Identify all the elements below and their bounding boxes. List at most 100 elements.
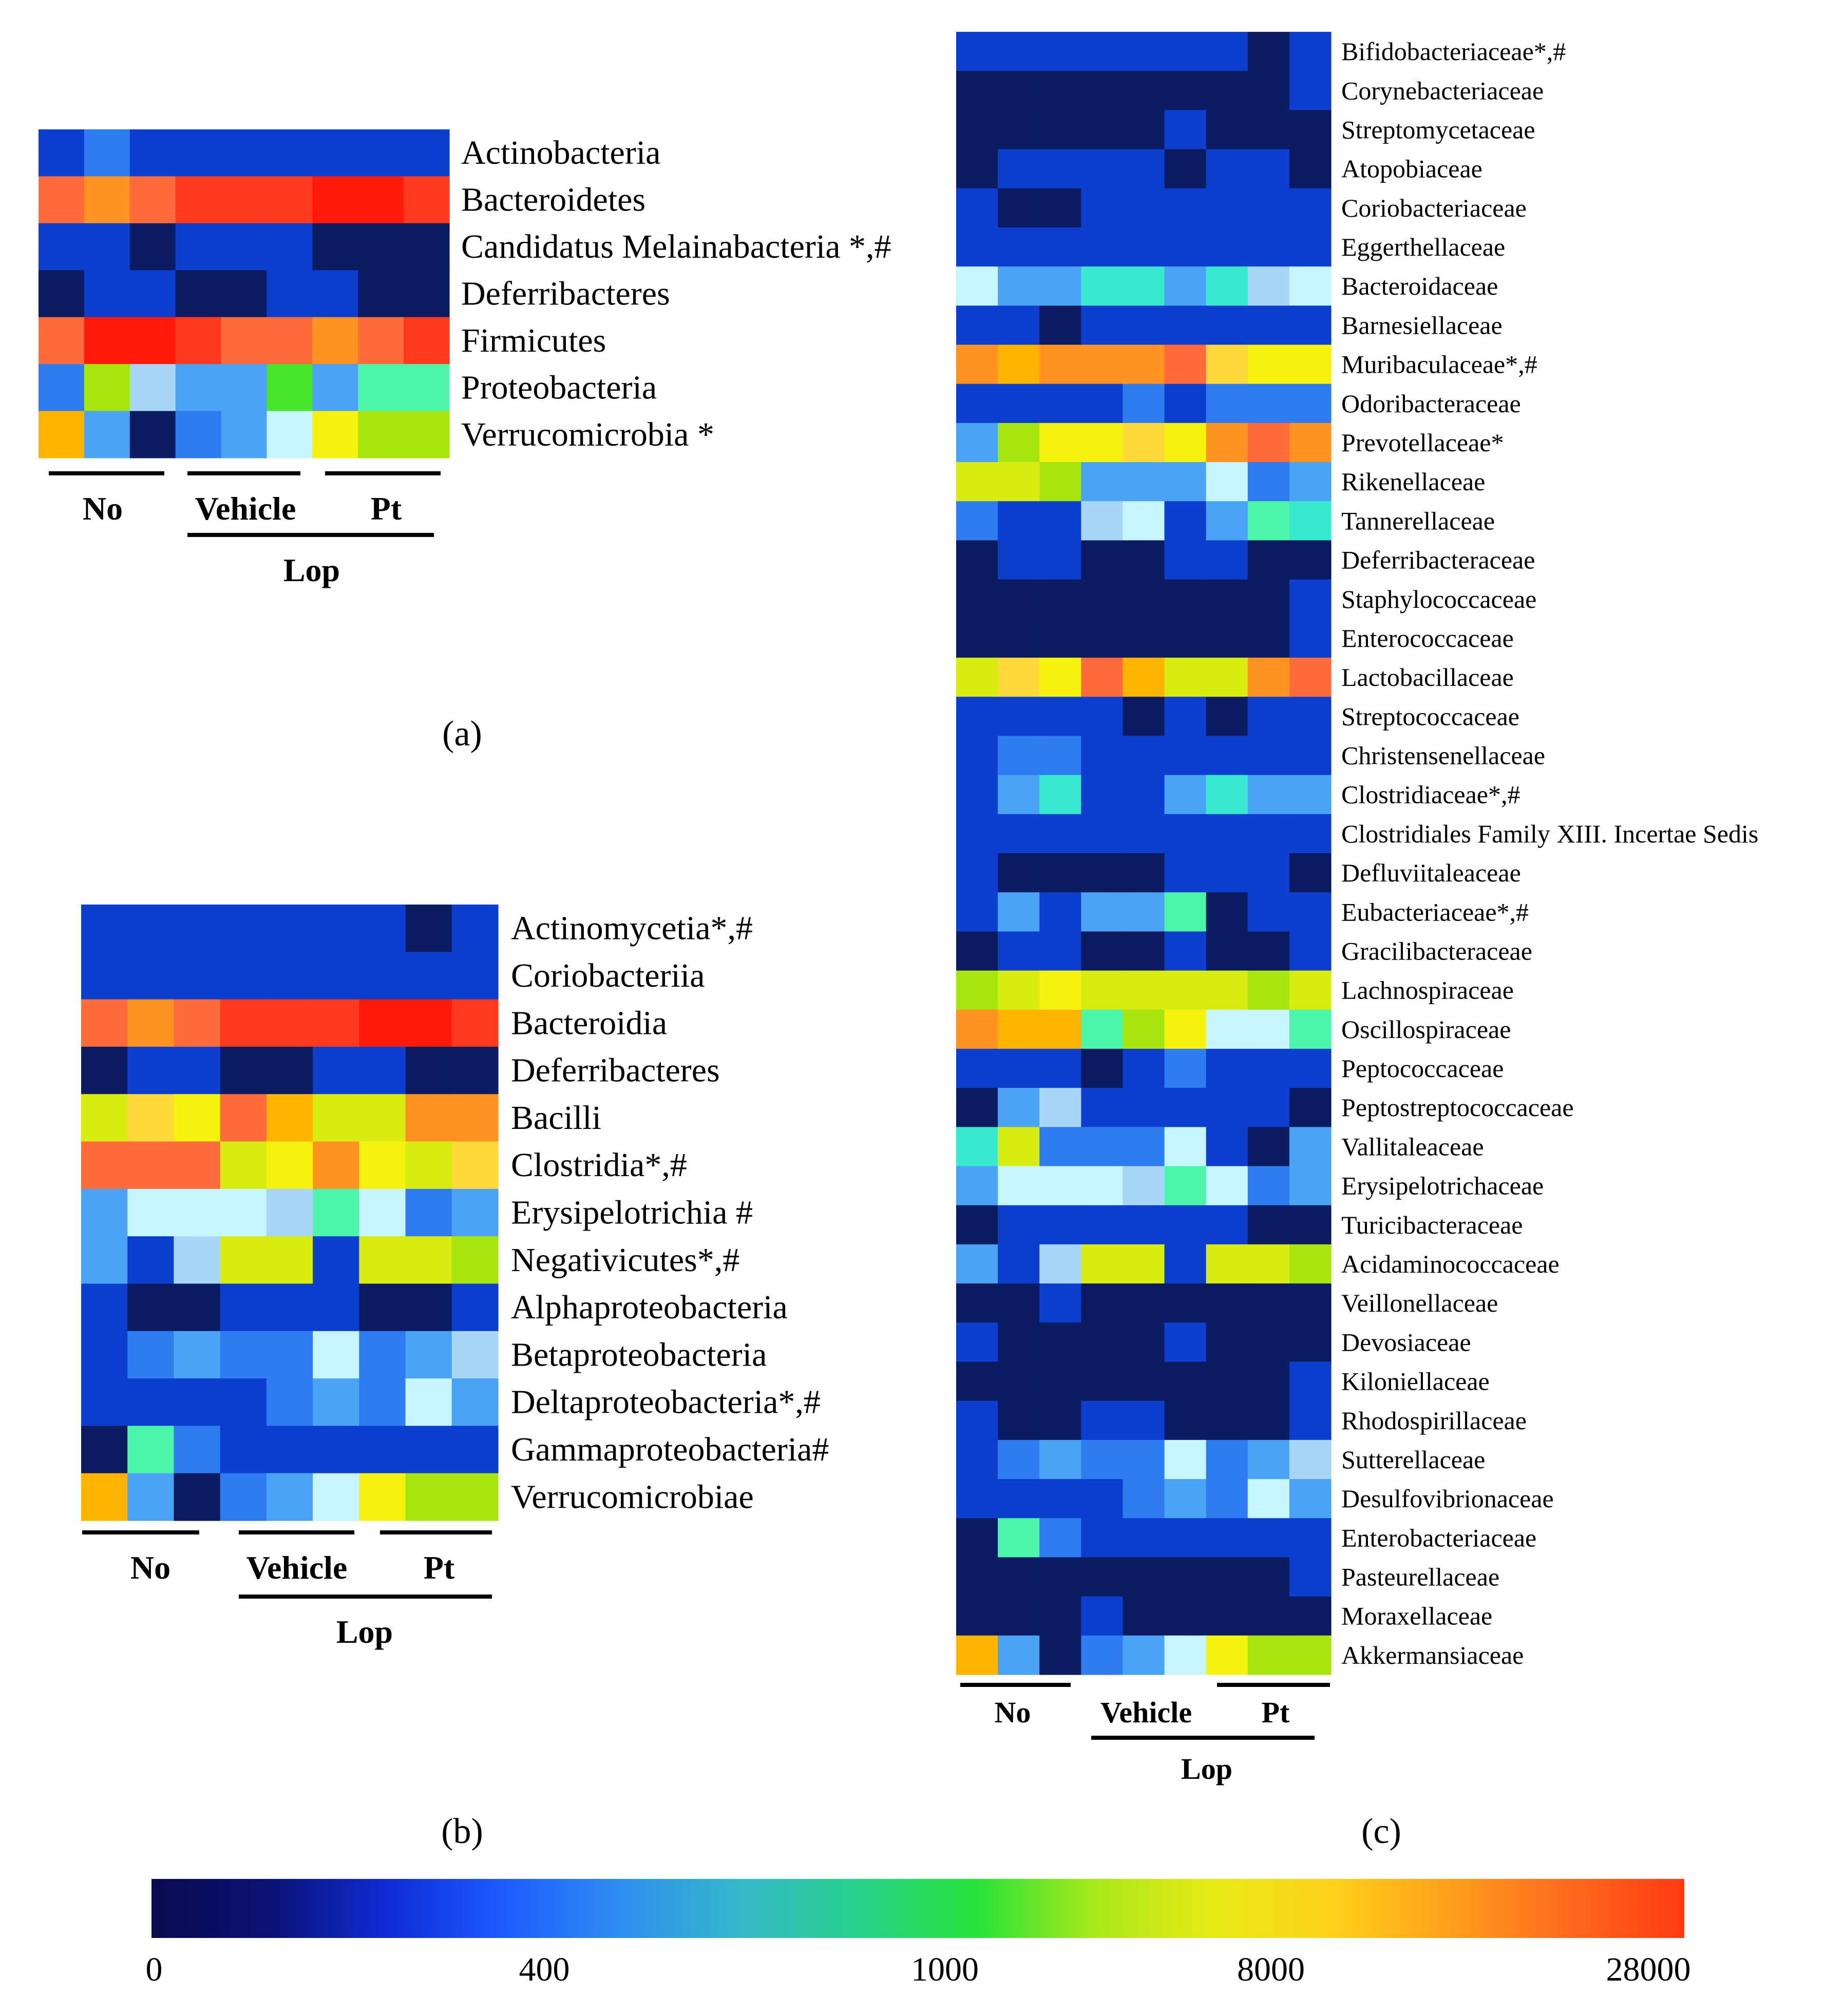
heatmap-cell bbox=[956, 188, 998, 228]
heatmap-cell bbox=[1206, 1244, 1248, 1284]
heatmap-cell bbox=[405, 952, 452, 1000]
heatmap-cell bbox=[312, 129, 358, 177]
heatmap-cell bbox=[267, 270, 313, 318]
heatmap-cell bbox=[129, 317, 176, 364]
heatmap-cell bbox=[1039, 1244, 1081, 1284]
heatmap-cell bbox=[1247, 1479, 1290, 1519]
heatmap-cell bbox=[127, 1046, 175, 1095]
heatmap-cell bbox=[956, 32, 998, 71]
row-label-lachnospiraceae: Lachnospiraceae bbox=[1341, 976, 1514, 1005]
row-label-deferribacteres: Deferribacteres bbox=[511, 1052, 720, 1089]
heatmap-cell bbox=[1123, 1361, 1165, 1401]
heatmap-cell bbox=[39, 411, 85, 458]
colorbar-tick-0: 0 bbox=[146, 1951, 163, 1988]
heatmap-cell bbox=[1206, 579, 1248, 619]
row-label-bifidobacteriaceae: Bifidobacteriaceae*,# bbox=[1341, 37, 1566, 66]
heatmap-cell bbox=[1123, 149, 1165, 189]
colorbar-tick-400: 400 bbox=[519, 1951, 570, 1988]
heatmap-cell bbox=[1206, 1009, 1248, 1049]
row-label-eggerthellaceae: Eggerthellaceae bbox=[1341, 233, 1505, 261]
heatmap-cell bbox=[1039, 462, 1081, 502]
heatmap-cell bbox=[1164, 1479, 1207, 1519]
heatmap-cell bbox=[956, 423, 998, 463]
heatmap-cell bbox=[312, 270, 358, 318]
heatmap-cell bbox=[266, 1188, 313, 1237]
heatmap-cell bbox=[129, 176, 176, 224]
heatmap-cell bbox=[175, 176, 222, 224]
row-label-peptostreptococcaceae: Peptostreptococcaceae bbox=[1341, 1093, 1574, 1122]
heatmap-cell bbox=[1081, 1322, 1124, 1362]
heatmap-cell bbox=[405, 999, 452, 1047]
heatmap-cell bbox=[1206, 266, 1248, 306]
heatmap-cell bbox=[1081, 579, 1124, 619]
heatmap-cell bbox=[1164, 1439, 1207, 1480]
panel-b-group-vehicle: Vehicle bbox=[246, 1549, 348, 1586]
heatmap-cell bbox=[313, 1236, 359, 1284]
panel-c-group-lop: Lop bbox=[1181, 1752, 1232, 1785]
heatmap-cell bbox=[998, 1557, 1040, 1597]
heatmap-cell bbox=[956, 1635, 998, 1675]
heatmap-cell bbox=[956, 658, 998, 697]
heatmap-cell bbox=[1081, 1361, 1124, 1401]
heatmap-cell bbox=[1039, 853, 1081, 893]
heatmap-cell bbox=[1289, 305, 1332, 345]
panel-a-group-no: No bbox=[83, 490, 123, 527]
heatmap-cell bbox=[1206, 383, 1248, 424]
heatmap-cell bbox=[405, 1473, 452, 1521]
heatmap-cell bbox=[313, 1378, 359, 1426]
heatmap-cell bbox=[1164, 305, 1207, 345]
heatmap-cell bbox=[1247, 931, 1290, 971]
heatmap-cell bbox=[956, 1361, 998, 1401]
heatmap-cell bbox=[1247, 110, 1290, 150]
heatmap-cell bbox=[1164, 32, 1207, 71]
heatmap-cell bbox=[1081, 344, 1124, 385]
heatmap-cell bbox=[1123, 305, 1165, 345]
heatmap-cell bbox=[1206, 1048, 1248, 1088]
heatmap-cell bbox=[1289, 1361, 1332, 1401]
row-label-deferribacteraceae: Deferribacteraceae bbox=[1341, 546, 1535, 574]
heatmap-cell bbox=[405, 1283, 452, 1332]
heatmap-cell bbox=[39, 176, 85, 224]
heatmap-cell bbox=[1247, 1400, 1290, 1441]
heatmap-cell bbox=[221, 364, 268, 412]
heatmap-cell bbox=[956, 1322, 998, 1362]
heatmap-cell bbox=[1164, 227, 1207, 267]
heatmap-cell bbox=[1206, 775, 1248, 815]
heatmap-cell bbox=[175, 223, 222, 271]
heatmap-cell bbox=[1247, 1518, 1290, 1558]
heatmap-cell bbox=[1289, 1205, 1332, 1245]
heatmap-cell bbox=[1289, 32, 1332, 71]
heatmap-cell bbox=[956, 1088, 998, 1127]
heatmap-cell bbox=[1289, 1596, 1332, 1636]
heatmap-cell bbox=[359, 1046, 406, 1095]
heatmap-cell bbox=[1123, 540, 1165, 580]
heatmap-cell bbox=[998, 227, 1040, 267]
heatmap-cell bbox=[81, 999, 128, 1047]
heatmap-cell bbox=[313, 1473, 359, 1521]
heatmap-cell bbox=[1206, 1361, 1248, 1401]
heatmap-cell bbox=[1081, 1048, 1124, 1088]
heatmap-cell bbox=[1081, 1283, 1124, 1323]
row-label-deltaproteobacteria: Deltaproteobacteria*,# bbox=[511, 1384, 821, 1421]
heatmap-cell bbox=[220, 952, 267, 1000]
heatmap-cell bbox=[1247, 305, 1290, 345]
heatmap-cell bbox=[1289, 1244, 1332, 1284]
heatmap-cell bbox=[1081, 188, 1124, 228]
heatmap-cell bbox=[1164, 423, 1207, 463]
heatmap-cell bbox=[998, 383, 1040, 424]
heatmap-cell bbox=[220, 1283, 267, 1332]
heatmap-cell bbox=[956, 344, 998, 385]
heatmap-cell bbox=[1289, 853, 1332, 893]
heatmap-cell bbox=[956, 814, 998, 854]
heatmap-cell bbox=[221, 176, 268, 224]
heatmap-cell bbox=[1081, 1479, 1124, 1519]
heatmap-cell bbox=[1247, 540, 1290, 580]
row-label-devosiaceae: Devosiaceae bbox=[1341, 1328, 1471, 1356]
heatmap-cell bbox=[127, 1094, 175, 1142]
heatmap-cell bbox=[1289, 892, 1332, 932]
heatmap-cell bbox=[1206, 188, 1248, 228]
heatmap-cell bbox=[266, 1426, 313, 1474]
heatmap-cell bbox=[127, 1236, 175, 1284]
heatmap-cell bbox=[956, 149, 998, 189]
